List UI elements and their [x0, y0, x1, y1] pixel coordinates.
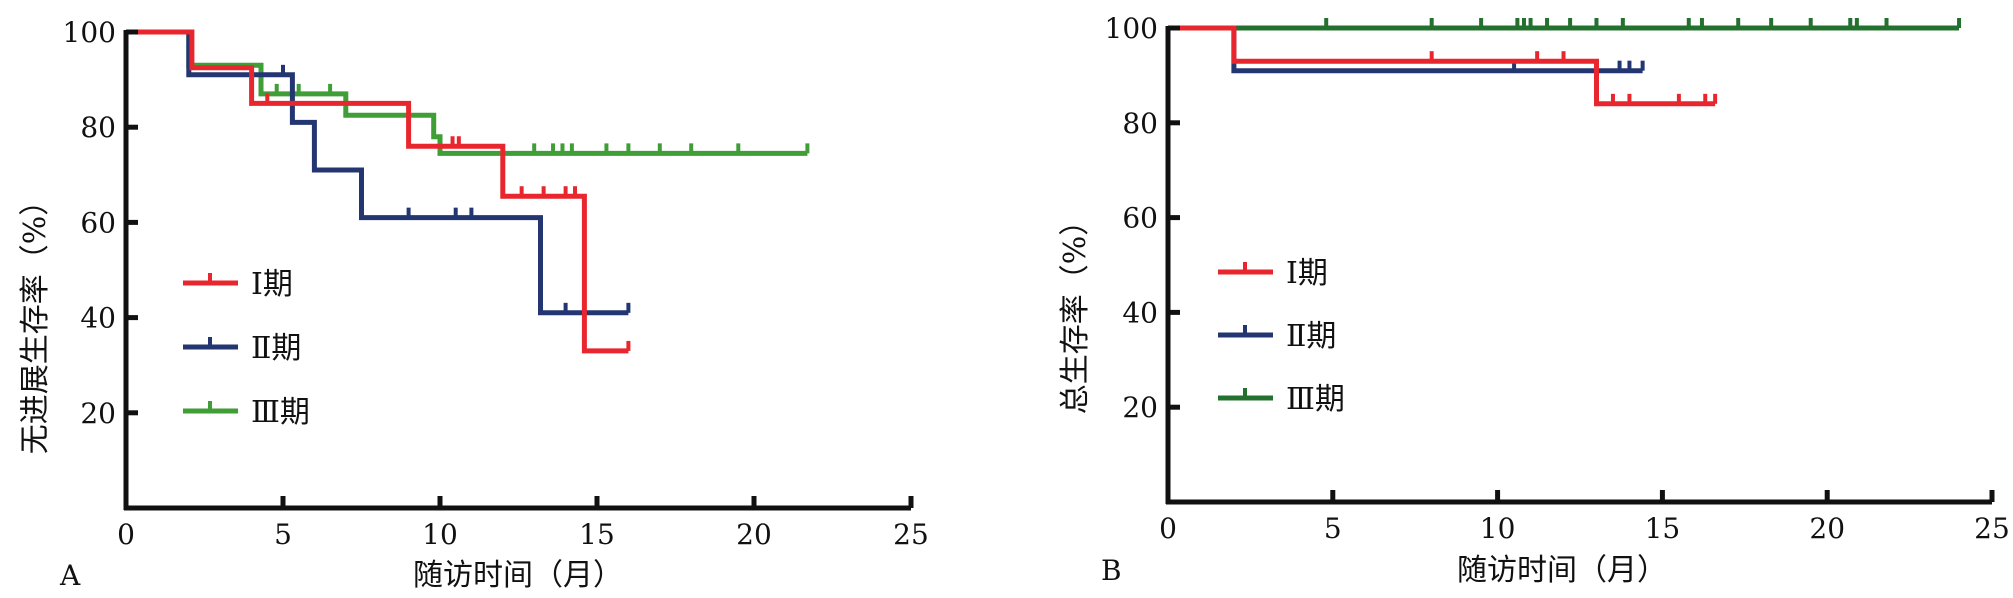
y-tick-label: 60	[80, 206, 116, 239]
legend-label: Ⅰ期	[1286, 256, 1328, 291]
legend-label: Ⅱ期	[251, 331, 301, 366]
legend: Ⅰ期 Ⅱ期 Ⅲ期	[183, 267, 310, 430]
x-tick-label: 0	[1159, 512, 1177, 545]
series-line	[126, 29, 808, 156]
y-tick-label: 100	[63, 16, 116, 49]
legend-label: Ⅲ期	[251, 395, 310, 430]
panel-label: A	[59, 559, 81, 592]
y-tick-label: 80	[1122, 107, 1158, 140]
series-line	[126, 29, 629, 354]
legend-label: Ⅰ期	[251, 267, 293, 302]
y-tick-label: 60	[1122, 202, 1158, 235]
y-tick-label: 40	[80, 302, 116, 335]
x-tick-label: 15	[579, 518, 615, 551]
y-axis-title: 无进展生存率（%）	[18, 186, 53, 455]
panel-label: B	[1101, 554, 1122, 587]
x-tick-label: 0	[117, 518, 135, 551]
series-line	[1168, 25, 1716, 107]
x-tick-label: 25	[893, 518, 929, 551]
x-tick-label: 5	[274, 518, 292, 551]
legend-item: Ⅲ期	[183, 395, 310, 430]
legend-item: Ⅱ期	[1218, 319, 1336, 354]
y-tick-label: 20	[80, 397, 116, 430]
y-tick-label: 20	[1122, 391, 1158, 424]
x-axis-title: 随访时间（月）	[1457, 553, 1667, 588]
series-line	[126, 29, 629, 316]
x-tick-label: 20	[736, 518, 772, 551]
legend: Ⅰ期 Ⅱ期 Ⅲ期	[1218, 256, 1345, 417]
y-tick-label: 100	[1105, 12, 1158, 45]
x-tick-label: 10	[1480, 512, 1516, 545]
legend-label: Ⅱ期	[1286, 319, 1336, 354]
legend-item: Ⅰ期	[183, 267, 293, 302]
x-tick-label: 10	[422, 518, 458, 551]
y-tick-label: 40	[1122, 296, 1158, 329]
series-line	[1168, 25, 1643, 74]
legend-item: Ⅲ期	[1218, 382, 1345, 417]
legend-item: Ⅱ期	[183, 331, 301, 366]
y-tick-label: 80	[80, 111, 116, 144]
x-axis-title: 随访时间（月）	[413, 558, 623, 593]
x-tick-label: 25	[1974, 512, 2010, 545]
x-tick-label: 20	[1809, 512, 1845, 545]
x-tick-label: 5	[1324, 512, 1342, 545]
legend-label: Ⅲ期	[1286, 382, 1345, 417]
x-tick-label: 15	[1645, 512, 1681, 545]
y-axis-title: 总生存率（%）	[1058, 206, 1093, 415]
legend-item: Ⅰ期	[1218, 256, 1328, 291]
